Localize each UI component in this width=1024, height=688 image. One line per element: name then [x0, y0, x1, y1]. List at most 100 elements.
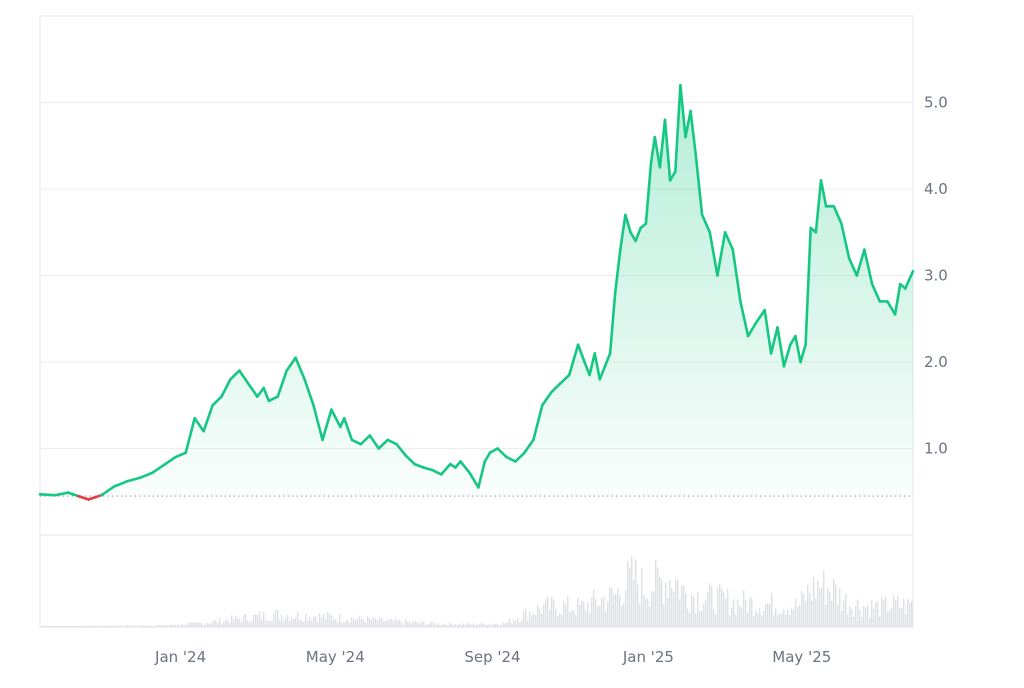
volume-bar — [333, 619, 335, 627]
volume-bar — [591, 597, 593, 627]
price-line-segment — [794, 334, 802, 364]
price-line-segment — [804, 226, 813, 347]
volume-bar — [489, 623, 491, 627]
price-line-segment — [629, 231, 637, 243]
volume-bar — [823, 569, 825, 627]
volume-bar — [45, 626, 47, 627]
volume-bar — [67, 626, 69, 627]
price-area-fill — [40, 85, 913, 500]
volume-bar — [783, 609, 785, 627]
volume-bar — [259, 611, 261, 627]
volume-bar — [807, 584, 809, 627]
price-line-segment — [658, 118, 667, 169]
price-line-segment — [330, 408, 342, 429]
volume-bar — [609, 586, 611, 627]
price-line-segment — [38, 492, 57, 497]
price-line-segment — [673, 83, 682, 173]
price-line-segment — [700, 213, 712, 234]
volume-bar — [853, 616, 855, 627]
volume-bar — [201, 622, 203, 627]
price-line-segment — [53, 491, 70, 497]
volume-bar — [801, 590, 803, 627]
price-line-segment — [886, 300, 897, 316]
price-line-segment — [255, 386, 266, 398]
volume-bar — [701, 610, 703, 627]
volume-bar — [885, 596, 887, 627]
volume-bar — [281, 614, 283, 627]
volume-bar — [535, 615, 537, 627]
volume-bar — [681, 585, 683, 627]
price-line-segment — [514, 451, 526, 463]
volume-bar — [743, 590, 745, 627]
price-line-segment — [731, 248, 742, 303]
volume-bar — [181, 623, 183, 627]
volume-bar — [363, 620, 365, 627]
volume-bar — [143, 625, 145, 627]
volume-bar — [297, 611, 299, 627]
volume-bar — [239, 618, 241, 627]
volume-bar — [891, 608, 893, 627]
volume-bar — [685, 593, 687, 627]
volume-bar — [267, 621, 269, 627]
volume-bar — [185, 624, 187, 627]
volume-bar — [739, 606, 741, 627]
volume-bar — [219, 617, 221, 627]
volume-bar — [577, 598, 579, 627]
volume-bar — [593, 589, 595, 627]
volume-bar — [887, 612, 889, 627]
price-line-segment — [422, 466, 434, 472]
volume-bar — [187, 623, 189, 627]
volume-bar — [637, 584, 639, 627]
volume-bar — [459, 623, 461, 627]
volume-bar — [243, 615, 245, 627]
volume-bar — [727, 589, 729, 627]
volume-bar — [417, 622, 419, 627]
volume-bar — [529, 611, 531, 627]
volume-bar — [423, 622, 425, 627]
volume-bar — [41, 626, 43, 627]
volume-bar — [477, 624, 479, 627]
volume-bar — [851, 609, 853, 627]
volume-bar — [623, 602, 625, 627]
volume-bar — [657, 567, 659, 627]
volume-bar — [869, 617, 871, 627]
price-line-segment — [644, 161, 653, 225]
price-line-segment — [708, 231, 719, 277]
volume-bar — [289, 620, 291, 627]
volume-bar — [189, 622, 191, 627]
volume-bar — [47, 626, 49, 627]
volume-bar — [329, 614, 331, 627]
price-line-segment — [164, 455, 177, 466]
volume-bar — [159, 625, 161, 627]
volume-bar — [565, 604, 567, 627]
volume-bar — [691, 595, 693, 627]
price-line-segment — [746, 321, 758, 338]
price-line-segment — [77, 494, 90, 501]
volume-bar — [583, 601, 585, 627]
volume-bar — [83, 626, 85, 627]
volume-bar — [697, 592, 699, 627]
volume-bar — [93, 625, 95, 627]
volume-bar — [539, 608, 541, 627]
volume-bar — [109, 625, 111, 627]
volume-bar — [211, 622, 213, 627]
price-line-segment — [540, 390, 553, 407]
volume-bar — [55, 626, 57, 627]
volume-bar — [319, 613, 321, 627]
volume-bar — [649, 606, 651, 627]
volume-bar — [103, 626, 105, 627]
volume-bar — [519, 621, 521, 627]
volume-bar — [71, 626, 73, 627]
volume-bar — [217, 622, 219, 627]
price-line-segment — [151, 462, 167, 475]
volume-bar — [735, 614, 737, 627]
price-line-segment — [395, 442, 407, 457]
volume-bar — [645, 598, 647, 627]
price-line-segment — [558, 373, 571, 385]
volume-bar — [61, 626, 63, 627]
volume-bar — [541, 613, 543, 627]
volume-bar — [797, 606, 799, 627]
volume-bar — [709, 583, 711, 627]
price-line-segment — [870, 282, 882, 303]
volume-bar — [89, 626, 91, 627]
